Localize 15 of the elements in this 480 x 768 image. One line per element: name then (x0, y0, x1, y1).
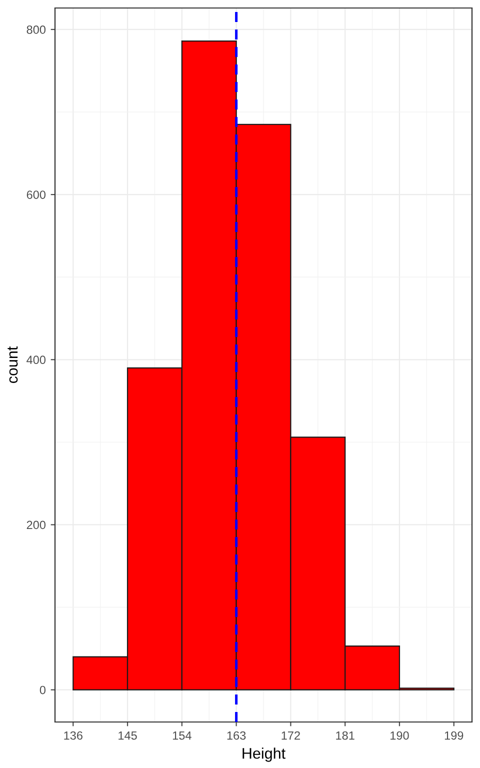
x-tick-label: 145 (118, 731, 137, 740)
x-tick-label: 154 (172, 731, 192, 740)
y-tick-label: 600 (26, 190, 46, 199)
x-tick-label: 190 (390, 731, 409, 740)
y-axis-title: count (8, 346, 18, 384)
x-tick-label: 172 (282, 731, 300, 740)
x-tick-label: 181 (336, 731, 354, 740)
x-tick-label: 136 (64, 731, 82, 740)
x-tick-label: 163 (227, 731, 246, 740)
y-tick-label: 200 (26, 520, 46, 530)
x-tick-label: 199 (444, 731, 464, 740)
y-tick-label: 800 (26, 25, 46, 34)
y-tick-label: 400 (26, 356, 46, 364)
y-tick-label: 0 (40, 686, 46, 694)
x-axis-title: Height (242, 748, 286, 762)
